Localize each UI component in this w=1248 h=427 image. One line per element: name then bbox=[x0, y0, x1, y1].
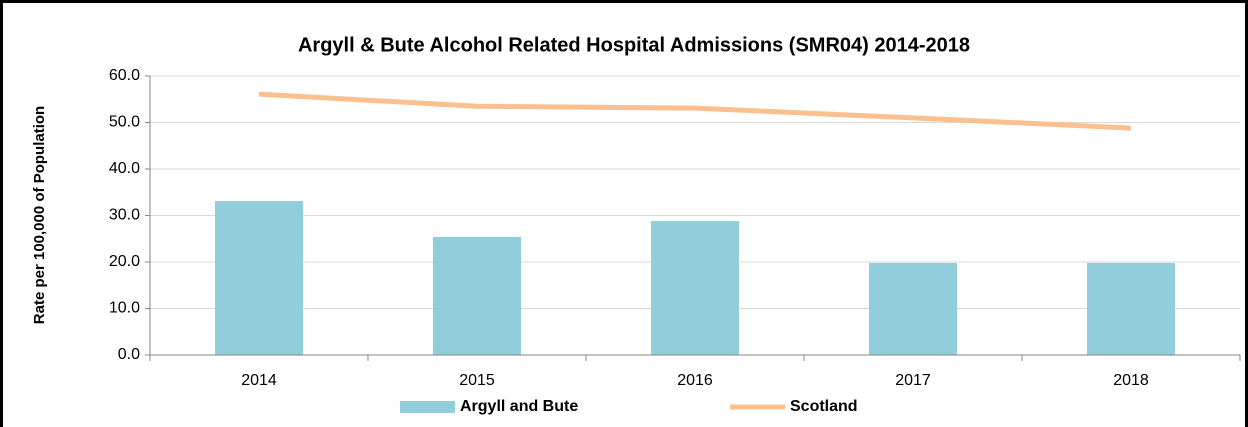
x-tick-label: 2014 bbox=[241, 372, 277, 389]
legend-label: Argyll and Bute bbox=[460, 398, 578, 415]
bar bbox=[869, 262, 957, 355]
bar bbox=[651, 221, 739, 355]
x-tick-label: 2017 bbox=[895, 372, 931, 389]
bar bbox=[215, 201, 303, 355]
bar bbox=[1087, 262, 1175, 355]
line bbox=[258, 91, 1132, 131]
y-tick-label: 0.0 bbox=[118, 346, 140, 363]
bar bbox=[433, 236, 521, 355]
y-tick-label: 30.0 bbox=[109, 207, 140, 224]
y-tick-label: 40.0 bbox=[109, 160, 140, 177]
y-tick-label: 20.0 bbox=[109, 253, 140, 270]
x-tick-label: 2018 bbox=[1113, 372, 1149, 389]
y-tick-label: 60.0 bbox=[109, 67, 140, 84]
legend-swatch bbox=[400, 401, 455, 413]
x-tick-label: 2016 bbox=[677, 372, 713, 389]
legend-label: Scotland bbox=[790, 398, 858, 415]
chart-title: Argyll & Bute Alcohol Related Hospital A… bbox=[298, 34, 970, 56]
y-tick-label: 10.0 bbox=[109, 300, 140, 317]
y-axis-label: Rate per 100,000 of Population bbox=[31, 106, 48, 324]
x-tick-label: 2015 bbox=[459, 372, 495, 389]
y-tick-label: 50.0 bbox=[109, 114, 140, 131]
